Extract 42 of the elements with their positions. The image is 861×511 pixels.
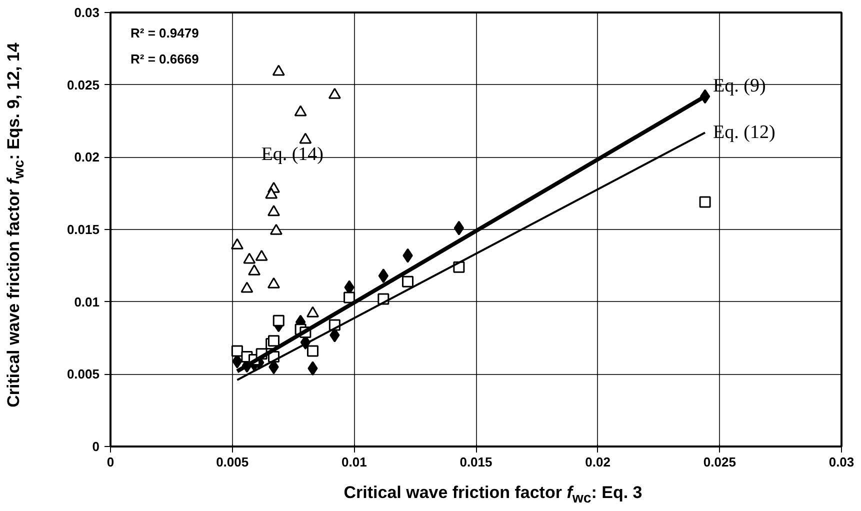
x-tick-label: 0.025 — [703, 454, 736, 470]
point — [328, 88, 341, 99]
point — [270, 224, 282, 235]
x-tick-label: 0.01 — [342, 454, 367, 470]
point — [454, 220, 464, 236]
x-tick-label: 0.005 — [216, 454, 249, 470]
x-tick-label: 0.015 — [460, 454, 492, 470]
point — [268, 205, 280, 216]
point — [272, 64, 285, 76]
point — [243, 252, 256, 264]
point — [268, 335, 280, 347]
annotation: R² = 0.6669 — [130, 52, 199, 66]
y-tick-label: 0 — [92, 439, 100, 454]
point — [308, 361, 318, 376]
x-tick-label: 0.02 — [585, 454, 610, 470]
point — [299, 132, 312, 144]
point — [344, 292, 356, 304]
annotation: R² = 0.9479 — [130, 26, 199, 40]
point — [294, 105, 307, 116]
point — [699, 196, 711, 208]
point — [248, 264, 261, 276]
point — [265, 188, 278, 199]
point — [268, 277, 280, 288]
x-tick-label: 0.03 — [828, 454, 854, 470]
y-tick-label: 0.02 — [74, 150, 100, 165]
point — [306, 306, 319, 318]
x-tick-label: 0 — [106, 454, 114, 470]
x-axis-title: Critical wave friction factor f$_{wc}$: Eq. 3 — [342, 482, 644, 508]
y-tick-label: 0.025 — [66, 77, 100, 92]
y-tick-label: 0.01 — [74, 294, 100, 310]
point — [240, 282, 254, 293]
y-tick-label: 0.005 — [66, 366, 100, 382]
point — [230, 238, 244, 250]
point — [231, 345, 243, 357]
point — [306, 345, 318, 357]
point — [402, 248, 413, 263]
y-tick-label: 0.015 — [66, 222, 100, 237]
point — [255, 250, 268, 261]
point — [272, 314, 284, 326]
y-tick-label: 0.03 — [74, 5, 100, 20]
point — [378, 268, 388, 284]
point — [402, 276, 414, 288]
